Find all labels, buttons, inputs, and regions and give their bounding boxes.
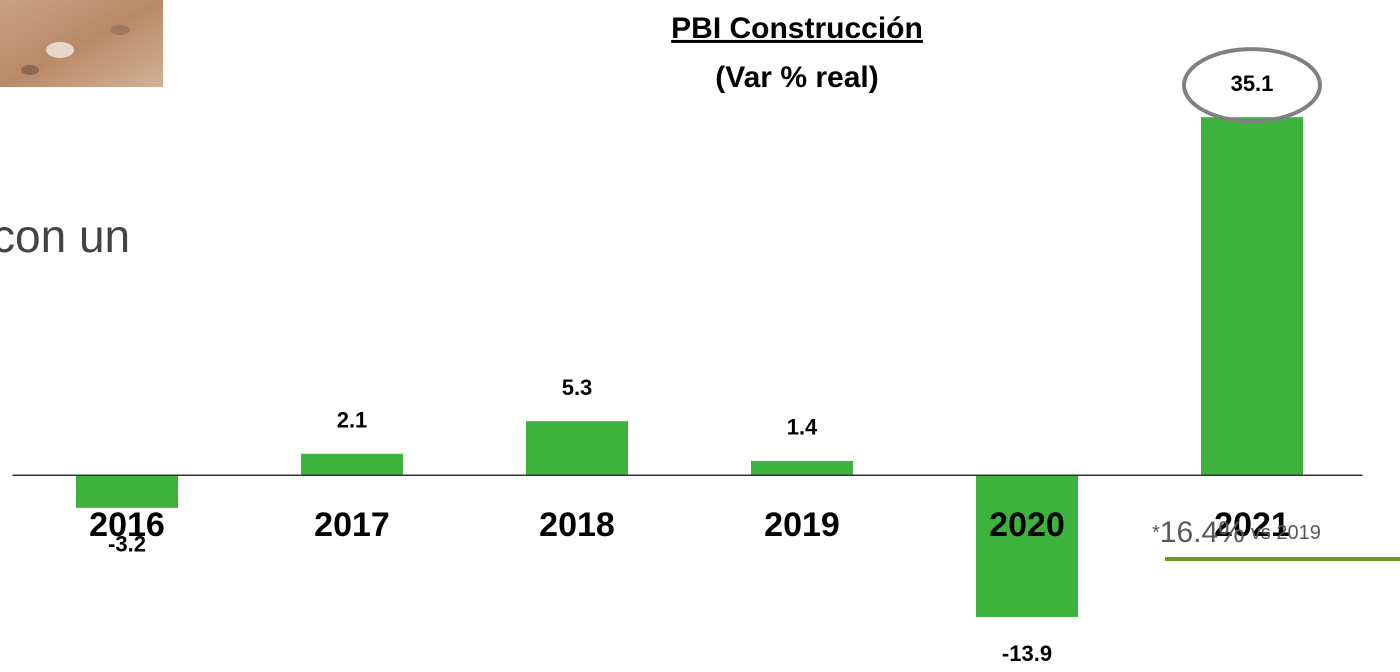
plot: -3.2 2.1 5.3 1.4 -13.9 35.1 2016 2017 2018 2019 20…	[12, 47, 1363, 666]
value-label: 5.3	[562, 375, 593, 400]
value-label: 35.1	[1231, 71, 1274, 96]
annotation: *16.4% vs 2019	[1152, 516, 1321, 549]
annotation-part: 16.4%	[1160, 516, 1245, 549]
value-label: -3.2	[108, 532, 146, 557]
chart-subtitle: (Var % real)	[715, 61, 878, 94]
bar	[751, 460, 853, 476]
value-label: 1.4	[787, 415, 818, 440]
x-tick-label: 2020	[989, 506, 1065, 544]
x-tick-label: 2016	[89, 506, 165, 544]
bar	[301, 453, 403, 476]
slide-text: con un	[0, 210, 130, 262]
bar	[76, 475, 178, 508]
bar	[1201, 117, 1303, 476]
x-tick-label: 2017	[314, 506, 390, 544]
chart-title: PBI Construcción	[671, 12, 923, 45]
annotation-part: *	[1152, 522, 1160, 544]
x-tick-label: 2019	[764, 506, 840, 544]
photo	[0, 0, 163, 87]
value-label: -13.9	[1002, 641, 1052, 666]
x-tick-label: 2021	[1214, 506, 1290, 544]
highlight-ellipse	[1182, 47, 1322, 124]
bar	[526, 421, 628, 476]
bar	[976, 475, 1078, 617]
value-label: 2.1	[337, 408, 368, 433]
x-tick-label: 2018	[539, 506, 615, 544]
annotation-part: vs 2019	[1251, 522, 1321, 544]
